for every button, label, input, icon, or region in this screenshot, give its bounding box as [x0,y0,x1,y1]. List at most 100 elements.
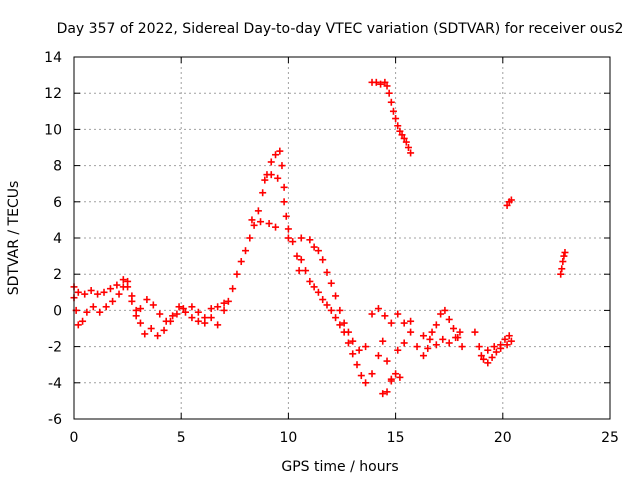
data-point [344,339,352,347]
data-point [229,285,237,293]
data-point [302,267,310,275]
data-point [306,236,314,244]
x-tick-label: 25 [601,430,619,446]
data-point [207,305,215,313]
data-point [484,359,492,367]
data-point [404,144,412,151]
data-point [149,301,157,309]
data-point [272,151,280,159]
data-point [83,308,91,316]
data-point [336,306,344,314]
data-point [261,176,269,184]
data-point [389,107,397,115]
data-point [492,348,500,356]
data-point [428,328,436,336]
data-point [445,315,453,323]
data-point [162,317,170,325]
data-point [327,306,335,314]
data-point [113,281,121,289]
data-point [419,352,427,360]
data-point [280,198,288,206]
data-point [349,350,357,358]
data-point [458,343,466,351]
data-point [374,352,382,360]
data-point [437,310,445,318]
data-point [419,332,427,340]
data-point [407,328,415,336]
data-point [143,296,151,304]
x-tick-label: 15 [387,430,405,446]
data-point [74,288,82,296]
x-axis-label: GPS time / hours [281,459,398,475]
data-point [332,292,340,300]
data-point [265,220,273,228]
data-point [407,149,415,157]
data-point [501,335,509,343]
y-axis-label: SDTVAR / TECUs [6,181,22,296]
data-point [392,115,400,123]
data-point [214,303,222,311]
data-point [471,328,479,336]
data-point [201,314,209,322]
data-point [559,258,567,266]
data-point [319,256,327,264]
data-point [106,285,114,293]
data-point [383,82,391,90]
data-point [175,303,183,311]
data-point [332,314,340,322]
data-point [319,296,327,304]
data-point [115,290,123,298]
data-point [344,328,352,336]
y-tick-label: -4 [48,376,62,392]
data-point [293,252,301,260]
data-point [310,283,318,291]
data-point [561,248,569,256]
data-point [558,265,566,273]
data-point [355,346,363,354]
data-point [136,305,144,313]
data-point [383,388,391,396]
data-point [136,319,144,327]
data-point [385,89,393,97]
data-point [102,303,110,311]
data-point [109,297,117,305]
data-point [396,373,404,381]
data-point [497,344,505,352]
y-tick-label: 0 [53,303,62,319]
data-point [280,183,288,191]
data-point [439,335,447,343]
data-points [70,78,569,398]
data-point [284,234,292,242]
data-point [503,341,511,349]
data-point [557,270,565,278]
data-point [237,258,245,266]
data-point [246,234,254,242]
data-point [147,325,155,332]
data-point [323,301,331,309]
x-tick-label: 0 [70,430,79,446]
data-point [336,321,344,329]
data-point [507,337,515,345]
x-tick-label: 5 [177,430,186,446]
data-point [272,223,280,231]
data-point [407,317,415,325]
data-point [426,335,434,343]
data-point [374,305,382,313]
data-point [282,212,290,220]
data-point [188,303,196,311]
data-point [214,321,222,329]
data-point [387,319,395,327]
data-point [81,290,89,298]
data-point [445,339,453,347]
y-tick-label: 10 [44,122,62,138]
data-point [284,225,292,233]
y-tick-label: -6 [48,412,62,428]
data-point [278,162,286,170]
data-point [480,355,488,363]
data-point [297,234,305,242]
data-point [353,361,361,369]
data-point [289,238,297,246]
data-point [400,339,408,347]
data-point [349,337,357,345]
data-point [179,305,187,313]
